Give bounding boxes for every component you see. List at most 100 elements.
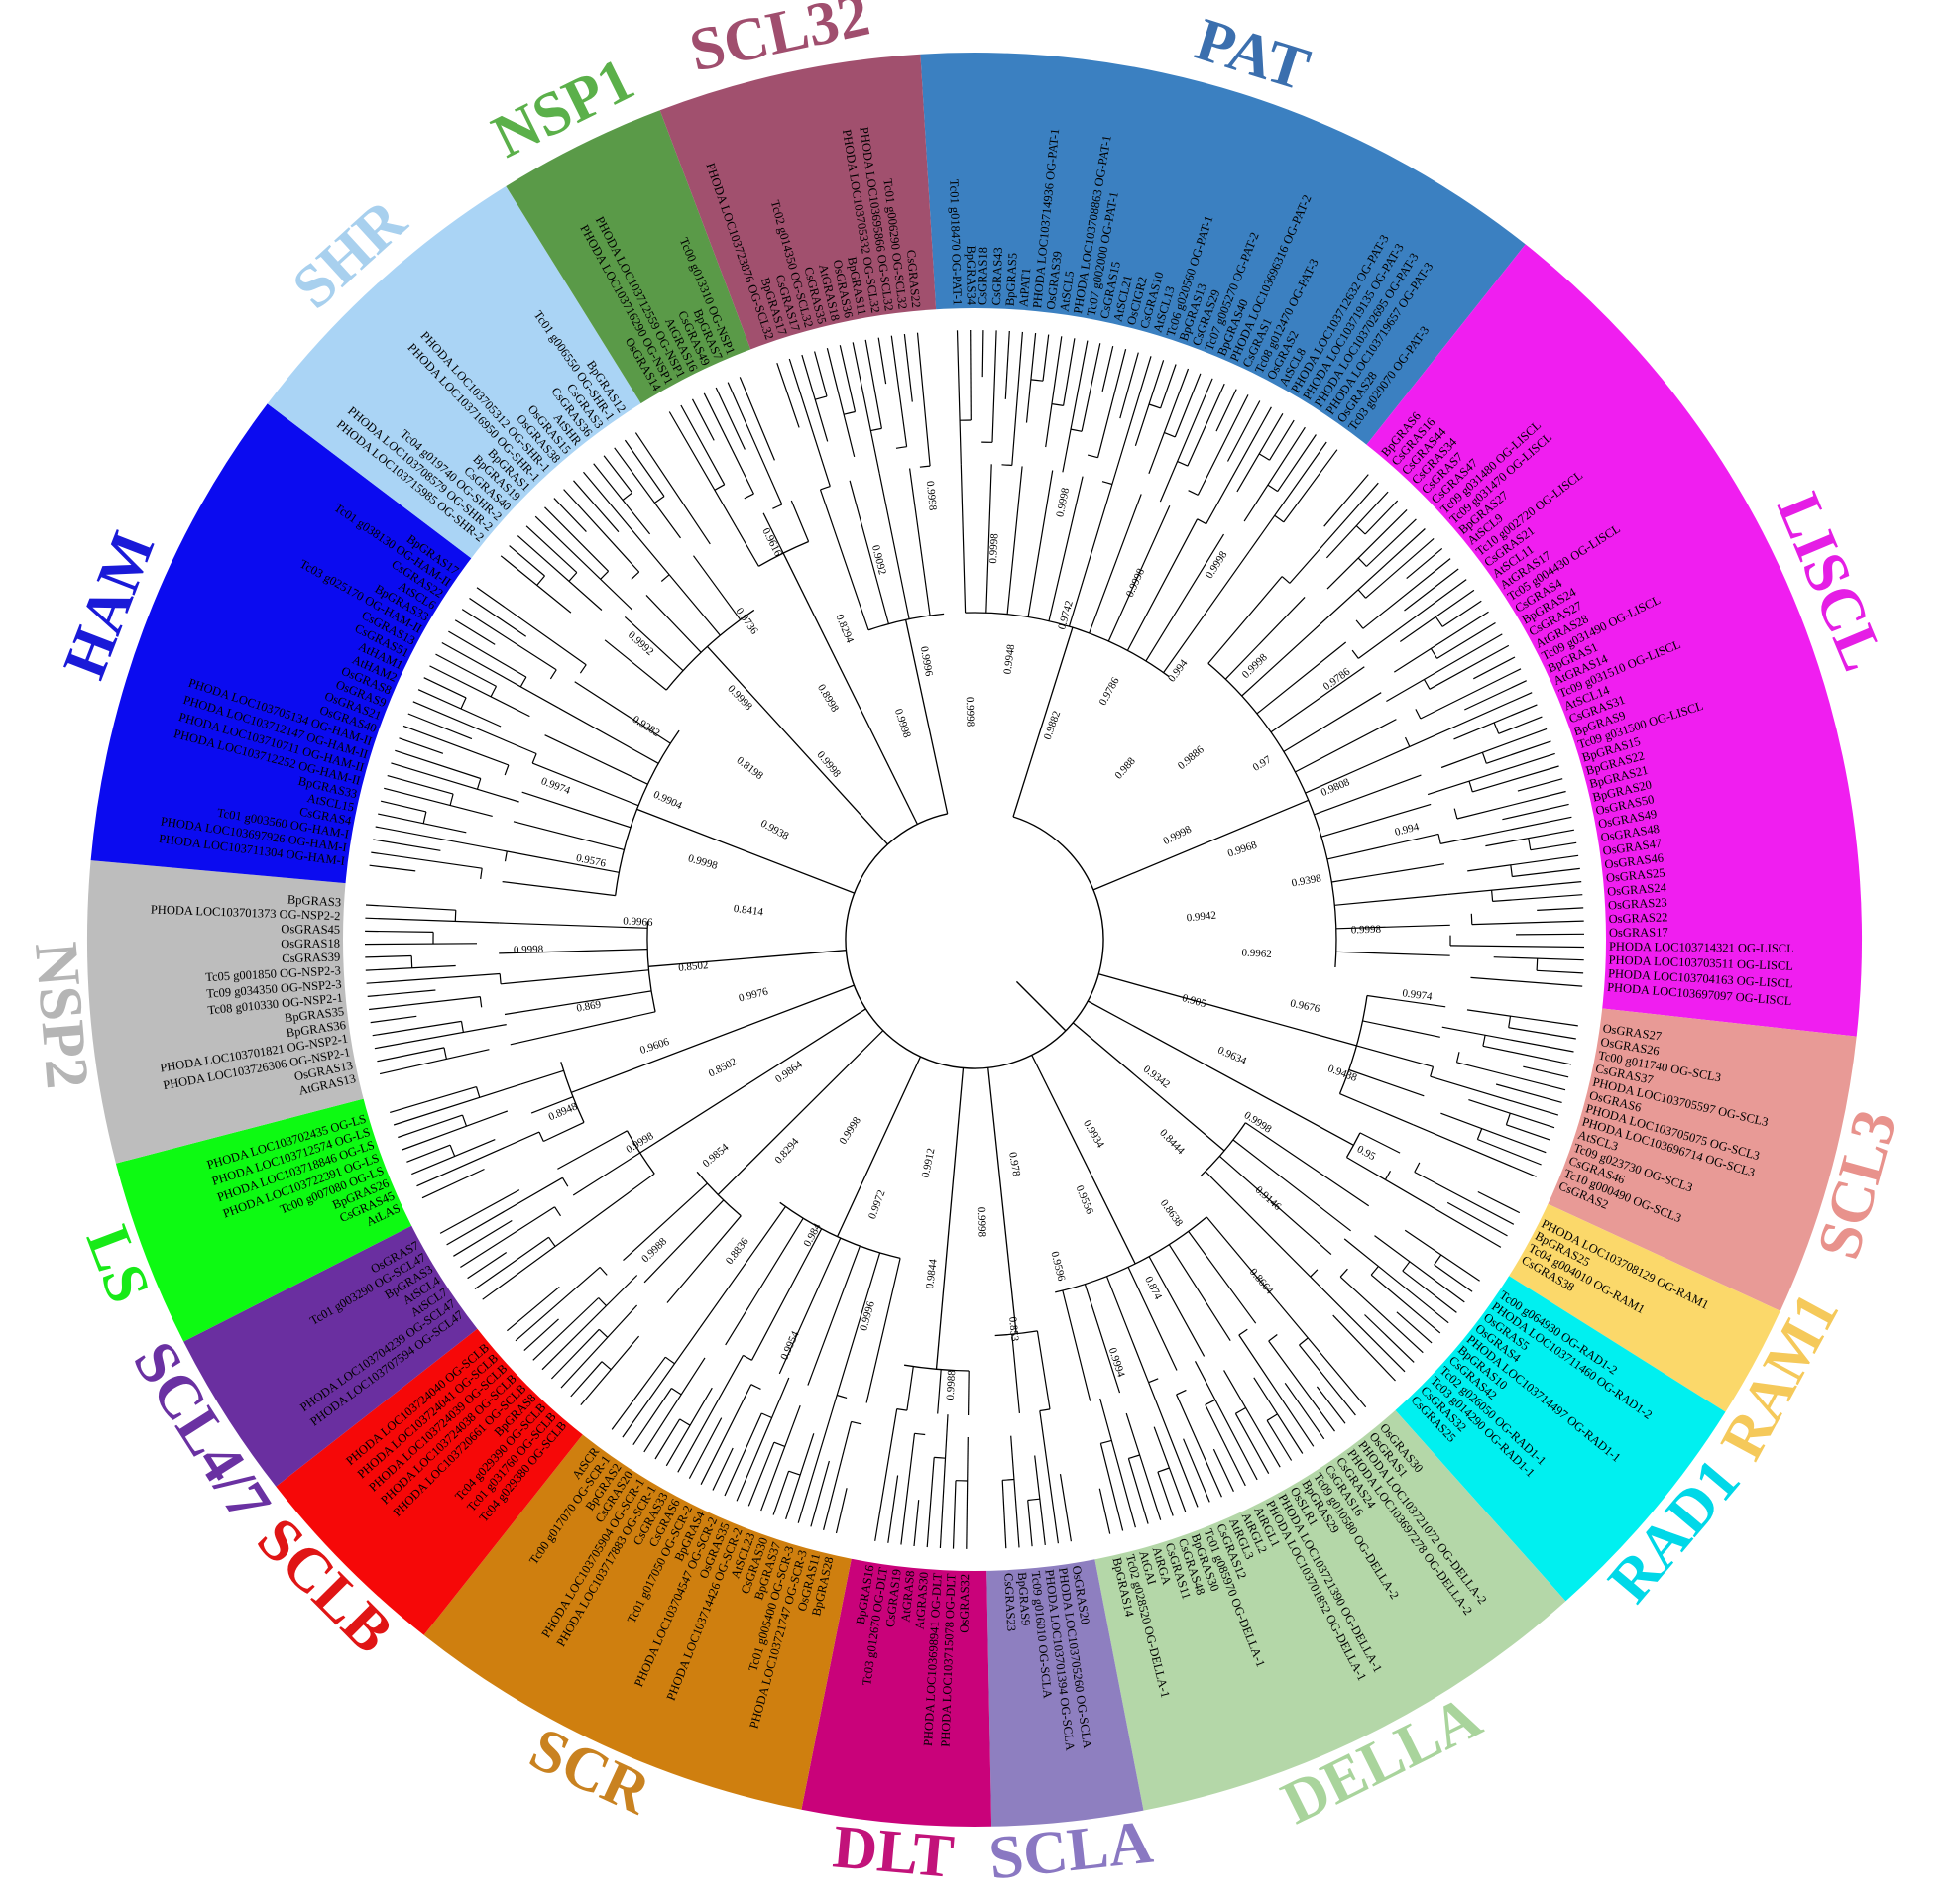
branch bbox=[1269, 419, 1295, 461]
branch bbox=[819, 489, 869, 630]
branch bbox=[1468, 1099, 1555, 1129]
leaf-label: PHODA LOC103701373 OG-NSP2-2 bbox=[151, 902, 341, 923]
branch bbox=[680, 404, 726, 486]
branch bbox=[1492, 894, 1583, 902]
branch bbox=[1157, 1467, 1170, 1473]
branch bbox=[1506, 1124, 1550, 1141]
branch bbox=[1299, 1344, 1356, 1416]
branch bbox=[839, 345, 857, 412]
branch bbox=[1205, 1171, 1312, 1278]
branch bbox=[1326, 833, 1439, 860]
branch bbox=[1277, 434, 1317, 492]
branch bbox=[579, 664, 587, 674]
branch bbox=[814, 351, 828, 397]
branch bbox=[960, 464, 967, 614]
branch bbox=[421, 1168, 485, 1199]
branch bbox=[1335, 951, 1450, 956]
branch bbox=[1159, 378, 1213, 503]
leaf-label: BpGRAS34 bbox=[964, 246, 977, 306]
branch bbox=[747, 1441, 775, 1507]
branch bbox=[500, 555, 572, 614]
branch bbox=[1126, 518, 1199, 651]
leaf-label: CsGRAS23 bbox=[1001, 1573, 1018, 1632]
branch bbox=[671, 1388, 682, 1396]
branch bbox=[411, 1139, 496, 1176]
branch bbox=[521, 791, 632, 829]
branch bbox=[1134, 360, 1165, 446]
branch bbox=[890, 335, 908, 447]
branch bbox=[1100, 1439, 1112, 1444]
branch bbox=[446, 1176, 563, 1246]
branch bbox=[604, 639, 667, 691]
branch bbox=[507, 1286, 560, 1332]
branch bbox=[1537, 969, 1584, 974]
branch bbox=[599, 1267, 608, 1276]
branch bbox=[615, 729, 680, 896]
branch bbox=[668, 574, 721, 636]
branch bbox=[1105, 1276, 1150, 1383]
branch bbox=[519, 676, 527, 688]
branch bbox=[467, 1252, 508, 1280]
branch bbox=[460, 697, 467, 710]
branch bbox=[407, 713, 473, 740]
branch bbox=[785, 1433, 815, 1519]
branch bbox=[557, 1130, 628, 1170]
branch bbox=[475, 1086, 481, 1098]
branch bbox=[1314, 774, 1422, 816]
branch bbox=[1437, 834, 1441, 844]
branch bbox=[762, 512, 784, 554]
branch bbox=[736, 1377, 790, 1502]
branch bbox=[1226, 400, 1261, 462]
branch bbox=[1148, 368, 1190, 475]
leaf-label: AtGRAS8 bbox=[898, 1570, 917, 1623]
branch bbox=[402, 725, 510, 766]
leaf-label: PHODA LOC103714321 OG-LISCL bbox=[1609, 940, 1794, 955]
branch bbox=[1440, 728, 1548, 769]
branch bbox=[1145, 533, 1225, 662]
branch bbox=[666, 1215, 742, 1303]
branch bbox=[815, 395, 828, 400]
branch bbox=[523, 1318, 559, 1352]
branch bbox=[645, 594, 702, 653]
branch bbox=[1164, 432, 1176, 438]
branch bbox=[1470, 976, 1583, 987]
branch bbox=[517, 535, 603, 611]
branch bbox=[1188, 1231, 1257, 1324]
leaf-label: AtGRAS30 bbox=[913, 1571, 931, 1629]
branch bbox=[1087, 454, 1098, 459]
support-value: 0.9998 bbox=[514, 944, 544, 956]
branch bbox=[1127, 1267, 1178, 1371]
branch bbox=[750, 1228, 823, 1361]
branch bbox=[1396, 1311, 1433, 1344]
branch bbox=[937, 1369, 942, 1414]
branch bbox=[373, 839, 441, 851]
branch bbox=[622, 1327, 701, 1438]
branch bbox=[934, 1456, 946, 1459]
branch bbox=[1063, 338, 1076, 406]
support-value: 0.9676 bbox=[1289, 997, 1321, 1015]
branch bbox=[416, 1131, 540, 1187]
leaf-label: Tc05 g001850 OG-NSP2-3 bbox=[205, 963, 341, 984]
branch bbox=[634, 432, 711, 545]
branch bbox=[543, 1121, 585, 1143]
branch bbox=[1485, 829, 1575, 847]
branch bbox=[1197, 518, 1206, 525]
branch bbox=[867, 613, 945, 631]
branch bbox=[632, 1388, 672, 1446]
branch bbox=[739, 377, 775, 461]
branch bbox=[1530, 841, 1577, 851]
branch bbox=[1012, 627, 1074, 818]
branch bbox=[454, 910, 457, 922]
support-value: 0.9998 bbox=[976, 1207, 988, 1238]
branch bbox=[480, 868, 483, 879]
leaf-label: OsGRAS46 bbox=[1604, 850, 1665, 871]
branch bbox=[1434, 1254, 1442, 1266]
branch bbox=[1034, 1455, 1046, 1545]
branch bbox=[1364, 500, 1399, 535]
branch bbox=[1434, 1264, 1473, 1292]
branch bbox=[561, 1176, 569, 1187]
branch bbox=[837, 1056, 922, 1237]
branch bbox=[1412, 1124, 1537, 1177]
leaf-label: OsGRAS32 bbox=[957, 1574, 972, 1633]
branch bbox=[1235, 1406, 1246, 1414]
